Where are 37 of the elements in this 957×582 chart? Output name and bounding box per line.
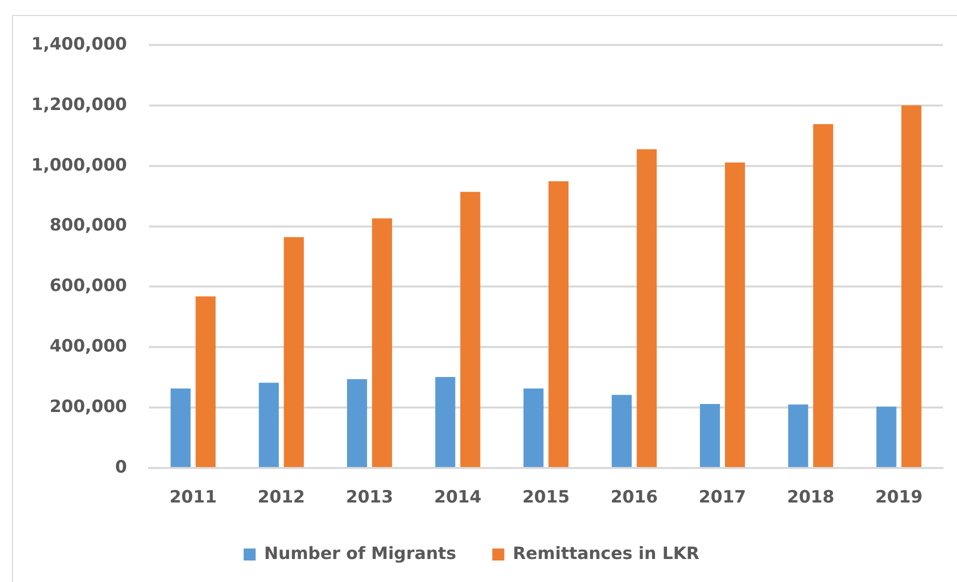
y-tick-label: 800,000 [50,216,128,236]
x-tick-label: 2017 [698,488,746,508]
bar [813,124,834,467]
x-tick-label: 2011 [169,488,217,508]
x-tick-label: 2019 [875,488,923,508]
bar [612,394,632,467]
bar [724,162,745,467]
x-tick-label: 2012 [258,488,305,508]
y-tick-label: 1,000,000 [31,155,128,176]
y-tick-label: 1,400,000 [31,34,128,54]
bar [372,218,392,467]
y-tick-label: 200,000 [50,396,128,417]
legend-label: Remittances in LKR [512,544,700,564]
bar [876,406,896,467]
y-tick-label: 600,000 [50,276,128,296]
legend-label: Number of Migrants [264,544,456,564]
bar [347,379,368,467]
bar [700,404,720,467]
bar [788,404,808,467]
bar [196,296,216,467]
bar [258,382,279,467]
x-tick-label: 2016 [610,488,658,508]
bar [901,105,922,467]
x-tick-label: 2015 [522,488,570,508]
y-tick-label: 400,000 [50,336,128,357]
y-tick-label: 0 [115,457,128,478]
x-tick-label: 2018 [787,488,834,508]
x-tick-label: 2013 [346,488,394,508]
bar [548,181,569,467]
bar [636,149,657,467]
bar [523,388,544,467]
bar [460,192,480,467]
bar [435,377,456,467]
bar [284,237,304,467]
y-tick-label: 1,200,000 [31,94,128,115]
x-tick-label: 2014 [434,488,482,508]
bar [170,388,191,467]
